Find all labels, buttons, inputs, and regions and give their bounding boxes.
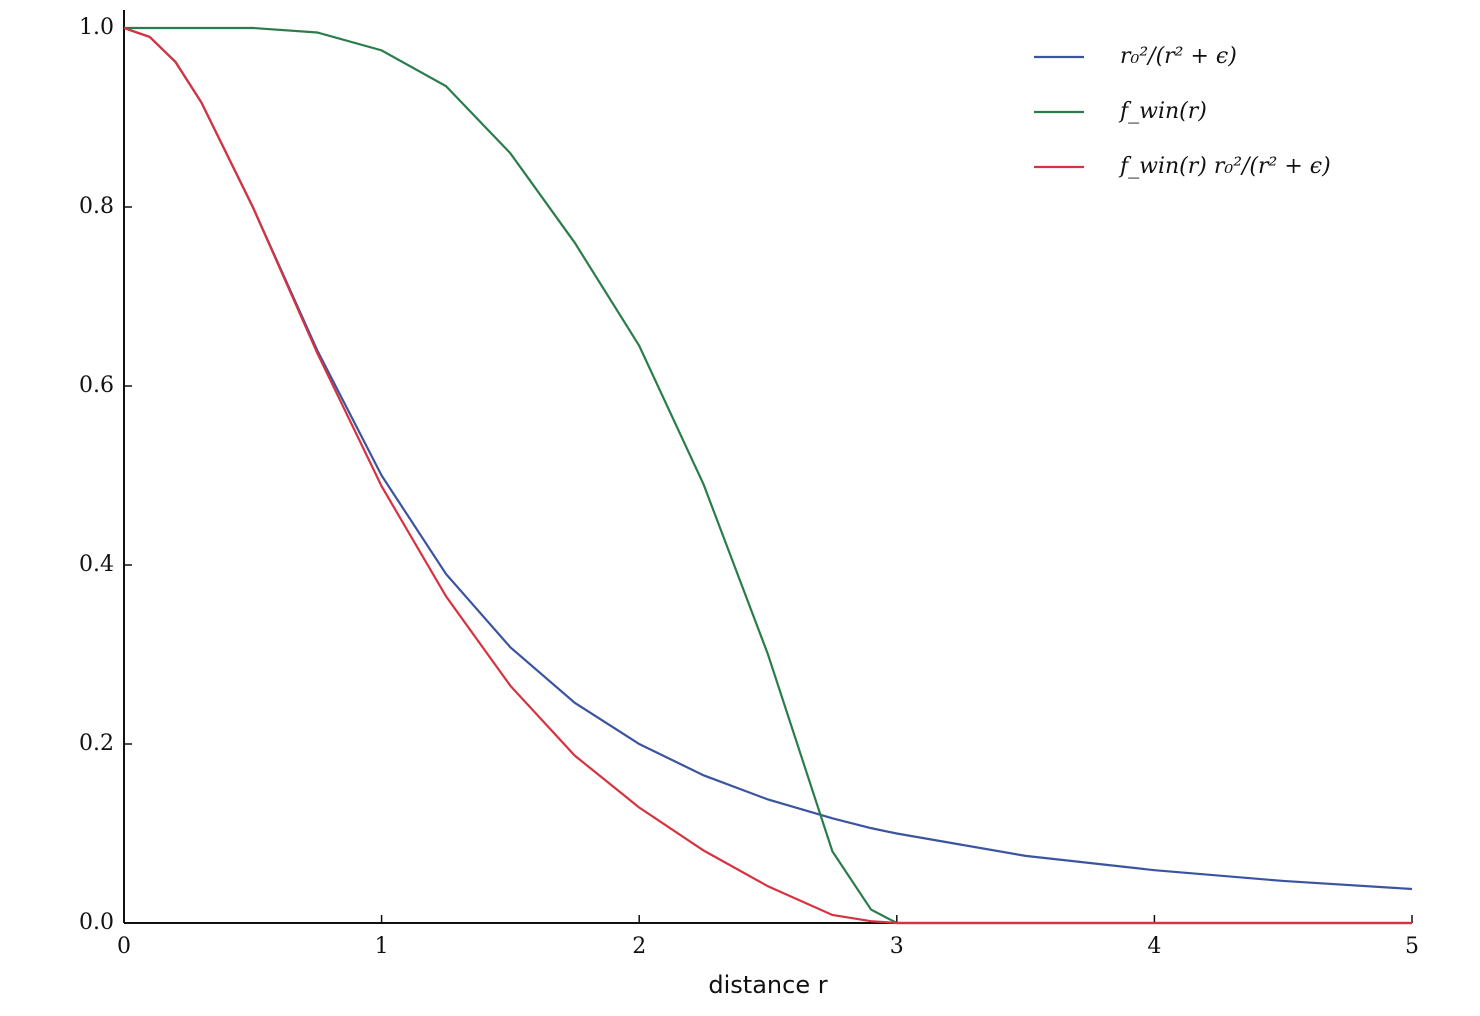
x-tick-label: 1 — [375, 934, 389, 959]
y-tick-label: 0.0 — [79, 910, 114, 935]
x-axis-label: distance r — [708, 971, 827, 999]
legend-label: f_win(r) r₀²/(r² + ϵ) — [1118, 154, 1331, 179]
y-tick-label: 1.0 — [79, 15, 114, 40]
legend-label: r₀²/(r² + ϵ) — [1120, 44, 1237, 69]
y-tick-label: 0.2 — [79, 731, 114, 756]
x-tick-label: 2 — [632, 934, 646, 959]
x-tick-label: 0 — [117, 934, 131, 959]
y-tick-label: 0.6 — [79, 373, 114, 398]
y-tick-label: 0.8 — [79, 194, 114, 219]
line — [123, 26, 1412, 925]
legend-label: f_win(r) — [1118, 99, 1207, 124]
x-tick-label: 4 — [1147, 934, 1161, 959]
x-tick-label: 5 — [1405, 934, 1419, 959]
y-tick-label: 0.4 — [79, 552, 114, 577]
x-tick-label: 3 — [890, 934, 904, 959]
